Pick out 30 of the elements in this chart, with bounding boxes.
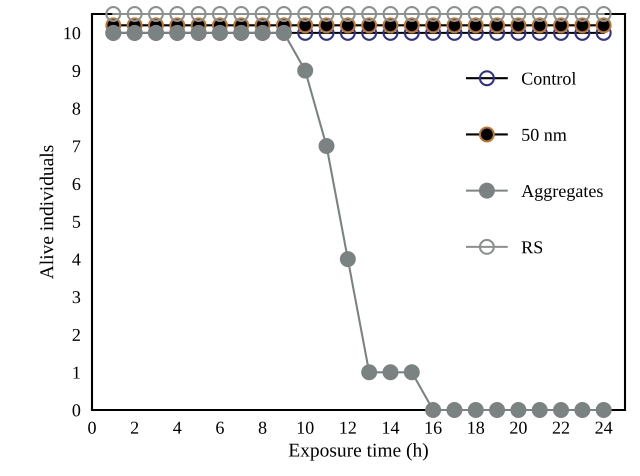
x-tick-label: 6 xyxy=(216,422,224,434)
y-tick-label: 4 xyxy=(72,254,81,266)
x-tick-label: 16 xyxy=(426,422,442,434)
x-tick-label: 22 xyxy=(552,422,570,434)
x-tick-label: 4 xyxy=(173,422,182,434)
x-tick-label: 10 xyxy=(298,422,314,434)
legend-label: Control xyxy=(522,72,576,85)
y-tick-label: 0 xyxy=(72,404,80,416)
x-tick-label: 24 xyxy=(595,422,612,434)
y-tick-label: 3 xyxy=(72,291,80,304)
x-tick-label: 2 xyxy=(130,422,138,434)
x-tick-label: 12 xyxy=(340,422,356,434)
y-tick-label: 5 xyxy=(72,216,80,228)
x-tick-label: 0 xyxy=(88,422,96,434)
y-tick-label: 7 xyxy=(73,140,80,152)
y-tick-label: 2 xyxy=(72,328,80,341)
legend-label: 50 nm xyxy=(522,128,567,141)
x-tick-label: 18 xyxy=(468,422,484,434)
y-tick-label: 8 xyxy=(72,102,80,115)
legend-label: Aggregates xyxy=(521,185,603,201)
y-tick-label: 9 xyxy=(72,64,80,78)
x-axis-title: Exposure time (h) xyxy=(288,443,428,461)
legend-label: RS xyxy=(522,241,542,254)
x-tick-label: 8 xyxy=(258,422,266,434)
x-tick-label: 14 xyxy=(383,422,400,434)
x-tick-label: 20 xyxy=(510,422,527,434)
y-axis-title: Alive individuals xyxy=(40,145,54,280)
y-tick-label: 10 xyxy=(64,27,80,40)
y-tick-label: 6 xyxy=(72,178,80,190)
y-tick-label: 1 xyxy=(73,366,80,379)
